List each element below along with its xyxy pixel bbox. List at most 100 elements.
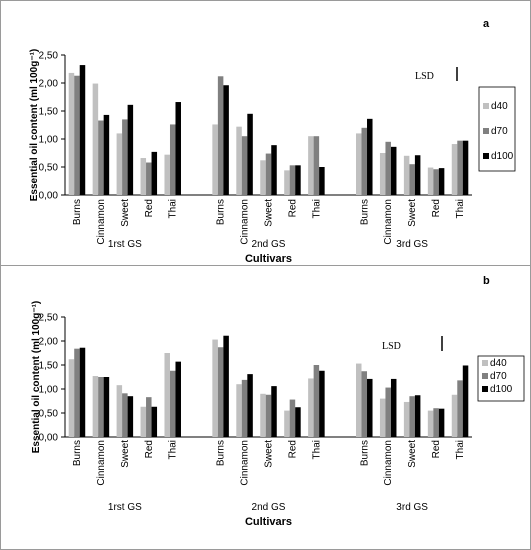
bar-d70 xyxy=(361,371,368,437)
legend-label: d40 xyxy=(491,101,508,112)
category-label: Sweet xyxy=(120,199,131,227)
chart-panel-a: 0,00 0,50 1,00 1,50 2,00 2,50 1rst GS Burns Cinn… xyxy=(0,0,531,266)
category-label: Red xyxy=(287,199,298,217)
bar-d40 xyxy=(356,363,362,437)
bar-d70 xyxy=(385,141,391,195)
bar-d40 xyxy=(164,154,170,195)
panel-letter: b xyxy=(483,275,490,287)
bar-d40 xyxy=(260,393,266,437)
y-axis-title: Essential oil content (ml 100g⁻¹) xyxy=(31,301,42,454)
bar-d70 xyxy=(433,408,439,437)
bar-d40 xyxy=(68,72,75,195)
bar-d100 xyxy=(103,377,110,437)
bar-d70 xyxy=(457,140,463,195)
category-label: Red xyxy=(144,199,155,217)
category-label: Sweet xyxy=(407,440,418,468)
bar-d70 xyxy=(241,136,248,195)
bar-d100 xyxy=(319,370,325,437)
legend-swatch-d70 xyxy=(483,128,489,134)
y-tick-label: 1,50 xyxy=(39,361,59,372)
bar-d40 xyxy=(92,83,99,195)
category-label: Cinnamon xyxy=(96,199,107,245)
bar-d40 xyxy=(451,394,458,437)
bar-d70 xyxy=(122,393,128,437)
category-label: Sweet xyxy=(264,440,275,468)
category-label: Sweet xyxy=(120,440,131,468)
bar-d40 xyxy=(236,384,242,437)
bar-d100 xyxy=(127,104,134,195)
category-label: Thai xyxy=(168,199,179,218)
bar-d100 xyxy=(295,407,301,437)
y-tick-label: 0,00 xyxy=(39,191,59,202)
bar-d70 xyxy=(169,370,176,437)
bar-d100 xyxy=(462,365,469,437)
bar-d70 xyxy=(409,396,415,437)
y-tick-label: 1,00 xyxy=(39,135,59,146)
category-label: Sweet xyxy=(264,199,275,227)
category-label: Sweet xyxy=(407,199,418,227)
bar-d40 xyxy=(379,398,386,437)
bar-d100 xyxy=(223,335,229,437)
bar-d40 xyxy=(284,410,290,437)
bar-d40 xyxy=(212,339,218,437)
category-label: Thai xyxy=(455,440,466,459)
category-label: Thai xyxy=(168,440,179,459)
bar-d100 xyxy=(103,114,110,195)
category-label: Red xyxy=(287,440,298,458)
category-label: Burns xyxy=(72,199,83,225)
bar-d70 xyxy=(169,124,176,195)
bar-d40 xyxy=(68,359,75,437)
bar-d100 xyxy=(271,386,277,437)
bar-d40 xyxy=(284,170,290,195)
category-label: Thai xyxy=(311,199,322,218)
bar-d70 xyxy=(146,397,152,437)
bar-d100 xyxy=(390,146,397,195)
bar-d100 xyxy=(319,167,325,195)
bar-d70 xyxy=(409,164,415,195)
bar-d100 xyxy=(414,155,421,195)
category-label: Burns xyxy=(359,440,370,466)
bar-d70 xyxy=(122,119,128,195)
bar-d70 xyxy=(313,365,320,437)
bar-d70 xyxy=(265,153,272,195)
legend-swatch-d100 xyxy=(483,153,489,159)
category-label: Cinnamon xyxy=(240,440,251,486)
x-axis-title: Cultivars xyxy=(245,516,292,528)
chart-a-svg: 0,00 0,50 1,00 1,50 2,00 2,50 1rst GS Burns Cinn… xyxy=(29,18,516,265)
bar-d100 xyxy=(79,347,86,437)
bar-d40 xyxy=(356,133,362,195)
bar-d70 xyxy=(74,75,80,195)
bar-d100 xyxy=(438,408,445,437)
bar-d100 xyxy=(414,395,421,437)
bar-d100 xyxy=(247,113,253,195)
legend-label: d100 xyxy=(491,151,514,162)
legend-swatch-d70 xyxy=(482,373,488,379)
bar-d70 xyxy=(241,379,248,437)
y-tick-label: 0,50 xyxy=(39,409,59,420)
y-tick-label: 2,00 xyxy=(39,79,59,90)
legend-label: d70 xyxy=(490,371,507,382)
growth-stage-label: 3rd GS xyxy=(396,239,428,250)
y-tick-label: 1,00 xyxy=(39,385,59,396)
bar-d100 xyxy=(390,378,397,437)
bar-d40 xyxy=(212,124,218,195)
category-label: Thai xyxy=(311,440,322,459)
bar-d70 xyxy=(217,347,224,437)
bar-d70 xyxy=(457,380,463,437)
bar-d40 xyxy=(140,158,147,195)
bar-d40 xyxy=(140,406,147,437)
bar-d100 xyxy=(438,168,445,195)
bar-d100 xyxy=(151,406,158,437)
y-tick-label: 2,50 xyxy=(39,313,59,324)
bar-d100 xyxy=(223,85,229,195)
bar-d100 xyxy=(151,151,158,195)
bar-d40 xyxy=(427,410,434,437)
bar-d40 xyxy=(308,136,314,195)
bar-d100 xyxy=(127,396,134,437)
category-label: Burns xyxy=(72,440,83,466)
category-label: Red xyxy=(431,440,442,458)
bar-d70 xyxy=(74,348,80,437)
growth-stage-label: 2nd GS xyxy=(252,239,286,250)
bar-d100 xyxy=(271,145,277,195)
bar-d70 xyxy=(361,127,368,195)
